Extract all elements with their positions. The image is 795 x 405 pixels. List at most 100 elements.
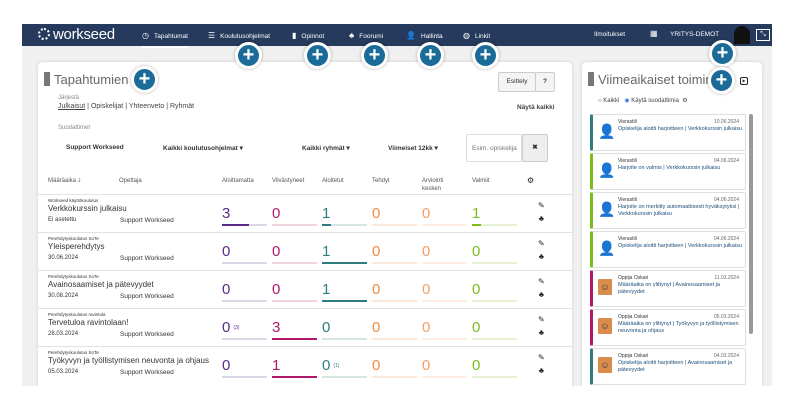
- clear-search-icon[interactable]: ✖: [522, 134, 548, 162]
- activity-item[interactable]: 👤 Vierastili 04.06.2024 Harjoite on valmi…: [590, 153, 746, 190]
- stat-value[interactable]: 0: [422, 243, 431, 260]
- table-row[interactable]: Perehdytyskoulutus SoTe Avainosaamiset j…: [38, 270, 572, 308]
- col-late[interactable]: Viivästyneet: [272, 178, 305, 184]
- nav-tapahtumat[interactable]: ◷ Tapahtumat: [142, 31, 188, 48]
- stat-value[interactable]: 0: [222, 357, 231, 374]
- activity-item[interactable]: ☺ Oppija Oskari 04.03.2024 Opiskelija alo…: [590, 348, 746, 385]
- edit-pencil-icon[interactable]: ✎: [538, 239, 545, 248]
- add-hotspot-button[interactable]: +: [131, 66, 158, 93]
- stat-value[interactable]: 0: [372, 243, 381, 260]
- org-chart-icon[interactable]: ♣: [538, 328, 544, 337]
- activity-item[interactable]: ☺ Oppija Oskari 05.03.2024 Määräaika on y…: [590, 309, 746, 346]
- add-hotspot-button[interactable]: +: [472, 42, 499, 69]
- col-teacher[interactable]: Opettaja: [119, 178, 142, 184]
- feed-settings-gear-icon[interactable]: ⚙: [682, 98, 688, 104]
- stat-value[interactable]: 0: [472, 357, 481, 374]
- col-done[interactable]: Tehdyt: [372, 178, 390, 184]
- groups-filter[interactable]: Kaikki ryhmät ▾: [302, 145, 350, 152]
- stat-value[interactable]: 0: [372, 357, 381, 374]
- show-all-link[interactable]: Näytä kaikki: [517, 104, 555, 111]
- feed-scrollbar[interactable]: [749, 114, 753, 334]
- stat-value[interactable]: 0: [422, 357, 431, 374]
- stat-value[interactable]: 3: [272, 319, 281, 336]
- row-name[interactable]: Yleisperehdytys: [48, 242, 105, 251]
- search-input[interactable]: [466, 134, 522, 162]
- row-name[interactable]: Avainosaamiset ja pätevyydet: [48, 280, 154, 289]
- stat-value[interactable]: 0: [472, 319, 481, 336]
- add-hotspot-button[interactable]: +: [235, 42, 262, 69]
- stat-value[interactable]: 0: [322, 319, 331, 336]
- stat-value[interactable]: 0: [372, 281, 381, 298]
- programs-filter[interactable]: Kaikki koulutusohjelmat ▾: [163, 145, 243, 152]
- col-deadline[interactable]: Määräaika 🡓: [48, 178, 81, 184]
- radio-use-filters[interactable]: ◉ Käytä suodattimia: [624, 98, 679, 104]
- nav-foorumi[interactable]: ♣ Foorumi: [349, 31, 383, 40]
- workseed-logo[interactable]: workseed: [38, 27, 115, 42]
- company-switcher[interactable]: YRITYS-DEMOT: [670, 31, 720, 38]
- period-filter[interactable]: Viimeiset 12kk ▾: [388, 145, 438, 152]
- stat-value[interactable]: 0: [422, 281, 431, 298]
- settings-gear-icon[interactable]: ⚙: [527, 176, 535, 185]
- activity-message[interactable]: Opiskelija aloitti harjoitteen | Avainos…: [618, 360, 733, 373]
- col-completed[interactable]: Valmiit: [472, 178, 490, 184]
- activity-message[interactable]: Määräaika on ylittynyt | Työkyvyn ja työ…: [618, 321, 739, 334]
- org-chart-icon[interactable]: ♣: [538, 214, 544, 223]
- activity-message[interactable]: Harjoite on valmis | Verkkokurssin julka…: [618, 165, 721, 171]
- activity-message[interactable]: Opiskelija aloitti harjoitteen | Verkkok…: [618, 126, 743, 132]
- nav-linkit[interactable]: ◍ Linkit: [463, 31, 490, 40]
- activity-item[interactable]: 👤 Vierastili 04.06.2024 Harjoite on merki…: [590, 192, 746, 229]
- sort-julkaisut[interactable]: Julkaisut: [58, 103, 86, 110]
- add-hotspot-button[interactable]: +: [709, 40, 736, 67]
- stat-value[interactable]: 0: [222, 281, 231, 298]
- notifications-link[interactable]: Ilmoitukset: [594, 31, 626, 38]
- table-row[interactable]: Perehdytyskoulutus SoTe Työkyvyn ja työl…: [38, 346, 572, 384]
- stat-value[interactable]: 0: [472, 243, 481, 260]
- col-grading[interactable]: Arviointi kesken: [422, 178, 444, 192]
- stat-value[interactable]: 0: [422, 205, 431, 222]
- stat-value[interactable]: 3: [222, 205, 231, 222]
- row-name[interactable]: Työkyvyn ja työllistymisen neuvonta ja o…: [48, 356, 209, 365]
- fullscreen-icon[interactable]: ⤡: [756, 29, 770, 41]
- radio-all[interactable]: ○ Kaikki: [598, 98, 620, 104]
- table-row[interactable]: Workseed käyttökoulutus Verkkokurssin ju…: [38, 194, 572, 232]
- activity-item[interactable]: 👤 Vierastili 04.06.2024 Opiskelija aloitt…: [590, 231, 746, 268]
- stat-value[interactable]: 0: [222, 243, 231, 260]
- nav-hallinta[interactable]: 👤 Hallinta: [406, 31, 443, 40]
- nav-opinnot[interactable]: ▮ Opinnot: [292, 31, 324, 40]
- stat-value[interactable]: 0: [272, 205, 281, 222]
- edit-pencil-icon[interactable]: ✎: [538, 353, 545, 362]
- play-icon[interactable]: ▶: [740, 77, 748, 85]
- add-hotspot-button[interactable]: +: [304, 42, 331, 69]
- col-started[interactable]: Aloitetut: [322, 178, 344, 184]
- add-hotspot-button[interactable]: +: [708, 67, 735, 94]
- add-hotspot-button[interactable]: +: [361, 42, 388, 69]
- edit-pencil-icon[interactable]: ✎: [538, 201, 545, 210]
- teacher-filter[interactable]: Support Workseed: [66, 144, 124, 151]
- stat-value[interactable]: 0: [272, 281, 281, 298]
- sort-opiskelijat[interactable]: Opiskelijat: [90, 103, 124, 110]
- nav-koulutusohjelmat[interactable]: ☰ Koulutusohjelmat: [208, 31, 270, 40]
- stat-value[interactable]: 0 (1): [322, 357, 340, 374]
- activity-item[interactable]: ☺ Oppija Oskari 11.03.2024 Määräaika on y…: [590, 270, 746, 307]
- stat-value[interactable]: 1: [322, 205, 331, 222]
- stat-value[interactable]: 1: [472, 205, 481, 222]
- org-chart-icon[interactable]: ♣: [538, 366, 544, 375]
- stat-value[interactable]: 0 (3): [222, 319, 240, 336]
- user-avatar[interactable]: [734, 26, 750, 44]
- stat-value[interactable]: 0: [422, 319, 431, 336]
- add-hotspot-button[interactable]: +: [417, 42, 444, 69]
- apps-grid-icon[interactable]: ▦: [650, 29, 658, 38]
- activity-message[interactable]: Harjoite on merkitty automaattisesti hyv…: [618, 204, 740, 217]
- table-row[interactable]: Perehdytyskoulutus SoTe Yleisperehdytys …: [38, 232, 572, 270]
- org-chart-icon[interactable]: ♣: [538, 290, 544, 299]
- table-row[interactable]: Perehdytyskoulutus ravintola Tervetuloa …: [38, 308, 572, 346]
- stat-value[interactable]: 1: [322, 281, 331, 298]
- stat-value[interactable]: 0: [472, 281, 481, 298]
- col-not-started[interactable]: Aloittamatta: [222, 178, 254, 184]
- intro-button[interactable]: Esittely: [498, 72, 536, 92]
- help-icon[interactable]: ?: [535, 72, 555, 92]
- stat-value[interactable]: 0: [272, 243, 281, 260]
- org-chart-icon[interactable]: ♣: [538, 252, 544, 261]
- activity-message[interactable]: Opiskelija aloitti harjoitteen | Verkkok…: [618, 243, 743, 249]
- stat-value[interactable]: 1: [322, 243, 331, 260]
